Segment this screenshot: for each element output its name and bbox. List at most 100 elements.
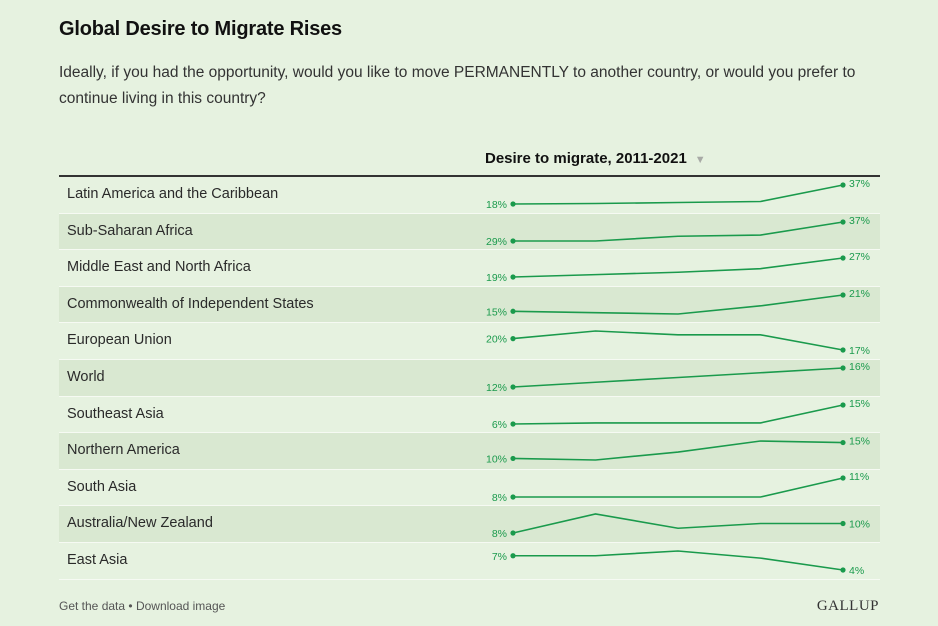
region-table: Latin America and the Caribbean 18% 37% Sub… (59, 177, 880, 580)
start-value-label: 10% (486, 454, 507, 466)
end-value-label: 4% (849, 565, 864, 577)
start-point[interactable] (510, 455, 516, 462)
row-label: Latin America and the Caribbean (67, 186, 279, 202)
end-value-label: 16% (849, 361, 870, 373)
end-value-label: 27% (849, 251, 870, 263)
end-value-label: 37% (849, 215, 870, 227)
start-point[interactable] (510, 530, 516, 536)
row-label: World (67, 368, 105, 385)
start-point[interactable] (510, 420, 516, 427)
series-line (513, 550, 844, 571)
column-header[interactable]: Desire to migrate, 2011-2021 ▼ (485, 150, 706, 167)
start-point[interactable] (510, 553, 516, 559)
table-row: Middle East and North Africa 19% 27% (59, 250, 880, 287)
sparkline: 8% 10% (492, 513, 870, 540)
chart-title: Global Desire to Migrate Rises (59, 18, 342, 40)
end-point[interactable] (840, 255, 846, 261)
sparkline: 7% 4% (492, 550, 864, 577)
series-line (512, 330, 844, 352)
start-point[interactable] (510, 384, 516, 390)
gallup-logo: GALLUP (816, 598, 879, 614)
end-value-label: 17% (849, 345, 870, 357)
end-point[interactable] (840, 218, 846, 225)
series-line (512, 257, 844, 278)
table-row: Latin America and the Caribbean 18% 37% (59, 177, 880, 214)
series-line (512, 403, 844, 425)
header-rule (59, 175, 880, 177)
start-point[interactable] (510, 336, 516, 342)
row-label: South Asia (67, 478, 137, 495)
table-row: World 12% 16% (59, 359, 880, 397)
end-value-label: 21% (849, 288, 870, 300)
start-value-label: 15% (486, 306, 507, 318)
end-point[interactable] (840, 440, 846, 446)
table-row: South Asia 8% 11% (59, 470, 880, 507)
table-row: Australia/New Zealand 8% 10% (59, 506, 880, 543)
sparkline: 19% 27% (486, 251, 870, 284)
table-row: Southeast Asia 6% 15% (59, 397, 880, 434)
start-value-label: 19% (486, 272, 507, 284)
footer-separator: • (128, 599, 133, 613)
series-line (513, 476, 844, 498)
row-label: Australia/New Zealand (67, 515, 213, 532)
series-line (512, 367, 844, 388)
row-label: Southeast Asia (67, 405, 164, 422)
end-point[interactable] (840, 182, 846, 188)
series-line (512, 293, 844, 315)
end-point[interactable] (840, 292, 846, 298)
end-value-label: 11% (849, 471, 869, 483)
chart-subtitle: Ideally, if you had the opportunity, wou… (59, 64, 856, 107)
table-row: East Asia 7% 4% (59, 543, 880, 580)
sparkline: 8% 11% (492, 471, 869, 504)
start-point[interactable] (510, 237, 516, 244)
row-label: Middle East and North Africa (67, 259, 251, 276)
end-value-label: 15% (849, 398, 870, 410)
series-line (512, 513, 843, 535)
sort-down-icon[interactable]: ▼ (694, 154, 706, 166)
start-value-label: 12% (486, 382, 507, 394)
start-value-label: 8% (492, 528, 507, 540)
row-label: East Asia (67, 551, 128, 568)
sparkline: 15% 21% (486, 288, 870, 318)
start-value-label: 29% (486, 236, 507, 248)
start-point[interactable] (510, 308, 516, 314)
end-point[interactable] (840, 347, 846, 353)
start-value-label: 18% (486, 199, 507, 211)
sparkline: 20% 17% (486, 330, 870, 357)
footer-links: Get the data • Download image (59, 599, 225, 613)
end-point[interactable] (840, 401, 846, 408)
table-row: Northern America 10% 15% (59, 433, 880, 470)
table-row: Sub-Saharan Africa 29% 37% (59, 213, 880, 251)
end-point[interactable] (840, 521, 846, 527)
series-line (512, 184, 844, 205)
download-image-link[interactable]: Download image (135, 599, 226, 613)
sparkline: 6% 15% (492, 398, 870, 431)
table-row: Commonwealth of Independent States 15% 21% (59, 286, 880, 324)
sparkline: 29% 37% (486, 215, 870, 248)
start-point[interactable] (510, 274, 516, 280)
end-value-label: 15% (849, 436, 870, 448)
sparkline: 12% 16% (486, 361, 870, 394)
get-data-link[interactable]: Get the data (59, 599, 126, 613)
row-label: Commonwealth of Independent States (67, 295, 314, 312)
end-point[interactable] (840, 475, 846, 481)
end-value-label: 37% (849, 178, 870, 190)
column-header-label: Desire to migrate, 2011-2021 (485, 150, 687, 167)
end-point[interactable] (840, 365, 846, 371)
row-label: Northern America (67, 442, 180, 459)
start-value-label: 6% (492, 419, 507, 431)
end-value-label: 10% (849, 519, 870, 531)
start-point[interactable] (510, 201, 516, 207)
start-value-label: 8% (492, 492, 507, 504)
row-label: Sub-Saharan Africa (67, 222, 193, 239)
table-row: European Union 20% 17% (59, 323, 880, 360)
start-value-label: 7% (492, 551, 507, 563)
start-point[interactable] (510, 494, 516, 500)
series-line (513, 220, 844, 242)
series-line (512, 440, 844, 461)
row-label: European Union (67, 332, 172, 349)
sparkline: 18% 37% (486, 178, 870, 211)
end-point[interactable] (840, 567, 846, 573)
start-value-label: 20% (486, 334, 507, 346)
sparkline: 10% 15% (486, 436, 870, 466)
